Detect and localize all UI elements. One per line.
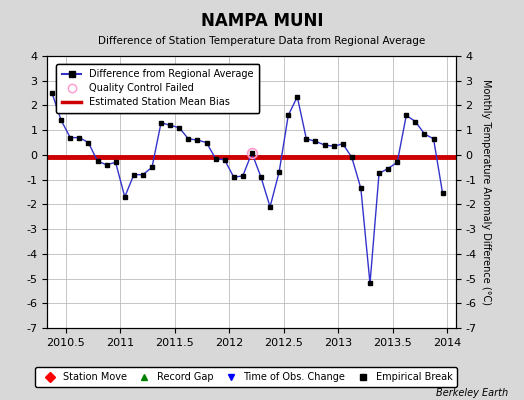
Difference from Regional Average: [122, 194, 128, 199]
Difference from Regional Average: [85, 140, 92, 145]
Line: Difference from Regional Average: Difference from Regional Average: [50, 91, 445, 286]
Text: Berkeley Earth: Berkeley Earth: [436, 388, 508, 398]
Difference from Regional Average: [49, 91, 55, 96]
Difference from Regional Average: [231, 175, 237, 180]
Difference from Regional Average: [212, 156, 219, 161]
Difference from Regional Average: [149, 165, 155, 170]
Difference from Regional Average: [249, 150, 255, 155]
Difference from Regional Average: [140, 172, 146, 177]
Difference from Regional Average: [130, 172, 137, 177]
Difference from Regional Average: [58, 118, 64, 123]
Difference from Regional Average: [222, 158, 228, 162]
Difference from Regional Average: [421, 132, 428, 136]
Difference from Regional Average: [385, 166, 391, 171]
Difference from Regional Average: [276, 170, 282, 175]
Difference from Regional Average: [403, 113, 409, 118]
Difference from Regional Average: [430, 136, 436, 141]
Difference from Regional Average: [331, 144, 337, 149]
Y-axis label: Monthly Temperature Anomaly Difference (°C): Monthly Temperature Anomaly Difference (…: [481, 79, 491, 305]
Difference from Regional Average: [194, 138, 201, 142]
Text: Difference of Station Temperature Data from Regional Average: Difference of Station Temperature Data f…: [99, 36, 425, 46]
Difference from Regional Average: [358, 186, 364, 191]
Difference from Regional Average: [176, 125, 182, 130]
Difference from Regional Average: [258, 175, 264, 180]
Difference from Regional Average: [239, 174, 246, 178]
Text: NAMPA MUNI: NAMPA MUNI: [201, 12, 323, 30]
Difference from Regional Average: [303, 136, 310, 141]
Legend: Station Move, Record Gap, Time of Obs. Change, Empirical Break: Station Move, Record Gap, Time of Obs. C…: [36, 368, 457, 387]
Difference from Regional Average: [348, 155, 355, 160]
Difference from Regional Average: [203, 140, 210, 145]
Difference from Regional Average: [103, 162, 110, 167]
Difference from Regional Average: [185, 136, 191, 141]
Legend: Difference from Regional Average, Quality Control Failed, Estimated Station Mean: Difference from Regional Average, Qualit…: [56, 64, 259, 113]
Difference from Regional Average: [321, 143, 328, 148]
Difference from Regional Average: [285, 113, 291, 118]
Difference from Regional Average: [76, 135, 82, 140]
Difference from Regional Average: [113, 160, 119, 165]
Difference from Regional Average: [394, 160, 400, 165]
Difference from Regional Average: [367, 281, 373, 286]
Difference from Regional Average: [440, 191, 446, 196]
Difference from Regional Average: [312, 139, 319, 144]
Difference from Regional Average: [412, 119, 419, 124]
Difference from Regional Average: [340, 141, 346, 146]
Difference from Regional Average: [158, 120, 164, 125]
Difference from Regional Average: [376, 171, 382, 176]
Difference from Regional Average: [67, 135, 73, 140]
Difference from Regional Average: [167, 123, 173, 128]
Difference from Regional Average: [267, 204, 273, 209]
Difference from Regional Average: [294, 94, 300, 99]
Difference from Regional Average: [94, 159, 101, 164]
